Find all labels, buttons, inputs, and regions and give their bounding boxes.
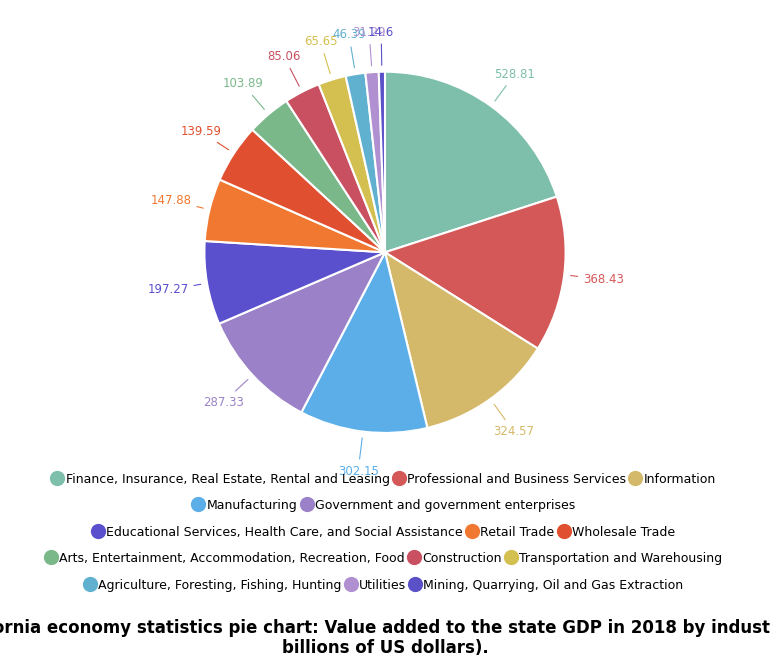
Wedge shape xyxy=(346,73,385,252)
Legend: Arts, Entertainment, Accommodation, Recreation, Food, Construction, Transportati: Arts, Entertainment, Accommodation, Recr… xyxy=(45,550,725,568)
Wedge shape xyxy=(365,72,385,252)
Wedge shape xyxy=(385,72,557,252)
Wedge shape xyxy=(205,180,385,252)
Wedge shape xyxy=(286,84,385,252)
Text: 147.88: 147.88 xyxy=(150,194,203,208)
Text: 14.6: 14.6 xyxy=(368,25,394,65)
Wedge shape xyxy=(385,252,537,428)
Text: 85.06: 85.06 xyxy=(267,50,300,86)
Legend: Educational Services, Health Care, and Social Assistance, Retail Trade, Wholesal: Educational Services, Health Care, and S… xyxy=(92,523,678,541)
Wedge shape xyxy=(219,129,385,252)
Wedge shape xyxy=(379,72,385,252)
Text: 197.27: 197.27 xyxy=(147,284,201,297)
Wedge shape xyxy=(253,101,385,252)
Text: 103.89: 103.89 xyxy=(223,78,264,110)
Wedge shape xyxy=(385,197,566,349)
Legend: Agriculture, Foresting, Fishing, Hunting, Utilities, Mining, Quarrying, Oil and : Agriculture, Foresting, Fishing, Hunting… xyxy=(84,576,686,594)
Wedge shape xyxy=(301,252,427,433)
Text: 324.57: 324.57 xyxy=(493,404,534,438)
Wedge shape xyxy=(219,252,385,412)
Legend: Finance, Insurance, Real Estate, Rental and Leasing, Professional and Business S: Finance, Insurance, Real Estate, Rental … xyxy=(52,470,718,488)
Text: 287.33: 287.33 xyxy=(203,380,248,408)
Text: 65.65: 65.65 xyxy=(303,35,337,74)
Text: 528.81: 528.81 xyxy=(494,68,535,101)
Text: 139.59: 139.59 xyxy=(180,125,229,150)
Text: 31.29: 31.29 xyxy=(353,26,386,66)
Text: 46.39: 46.39 xyxy=(332,29,366,68)
Text: 302.15: 302.15 xyxy=(338,438,379,477)
Legend: Manufacturing, Government and government enterprises: Manufacturing, Government and government… xyxy=(192,497,578,515)
Text: California economy statistics pie chart: Value added to the state GDP in 2018 by: California economy statistics pie chart:… xyxy=(0,619,770,657)
Text: 368.43: 368.43 xyxy=(571,273,624,286)
Wedge shape xyxy=(319,76,385,252)
Wedge shape xyxy=(204,241,385,323)
